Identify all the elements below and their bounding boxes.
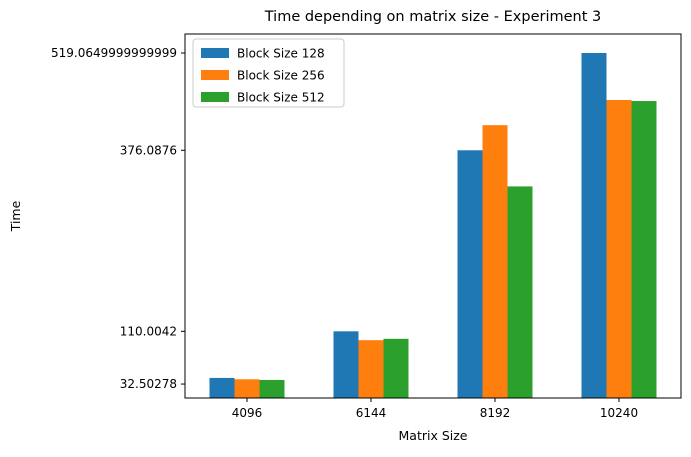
y-ticks-layer: 32.50278 110.0042 376.0876 519.064999999999…: [51, 46, 185, 391]
x-axis-label: Matrix Size: [399, 428, 468, 443]
bar-block-size-256-10240: [606, 100, 632, 398]
legend-label: Block Size 512: [237, 91, 325, 105]
legend-label: Block Size 128: [237, 47, 325, 61]
bar-block-size-512-4096: [259, 379, 285, 398]
x-ticks-layer: 4096 6144 8192 10240: [232, 398, 638, 420]
bar-block-size-128-4096: [209, 377, 235, 398]
y-tick-label: 32.50278: [120, 377, 177, 391]
legend-swatch: [201, 48, 229, 58]
legend: Block Size 128 Block Size 256 Block Size 5…: [192, 38, 345, 108]
legend-swatch: [201, 70, 229, 80]
bar-block-size-512-6144: [383, 338, 409, 398]
bar-block-size-512-10240: [631, 101, 657, 399]
y-tick-label: 110.0042: [120, 324, 177, 338]
x-tick-label: 4096: [232, 406, 263, 420]
bar-block-size-256-8192: [482, 125, 508, 399]
legend-swatch: [201, 92, 229, 102]
bar-block-size-128-10240: [581, 53, 607, 398]
bar-block-size-256-4096: [234, 379, 260, 398]
y-tick-label: 519.0649999999999: [51, 46, 177, 60]
bars-layer: [209, 53, 657, 399]
legend-box: [192, 38, 345, 108]
x-tick-label: 10240: [600, 406, 638, 420]
legend-label: Block Size 256: [237, 69, 325, 83]
chart-title: Time depending on matrix size - Experime…: [264, 9, 602, 25]
y-axis-label: Time: [8, 200, 23, 232]
bar-block-size-256-6144: [358, 340, 384, 398]
bar-block-size-128-6144: [333, 331, 359, 398]
y-tick-label: 376.0876: [120, 143, 177, 157]
x-tick-label: 8192: [480, 406, 511, 420]
bar-block-size-512-8192: [507, 186, 533, 398]
plot-frame: [184, 33, 682, 399]
x-tick-label: 6144: [356, 406, 387, 420]
bar-block-size-128-8192: [457, 150, 483, 398]
